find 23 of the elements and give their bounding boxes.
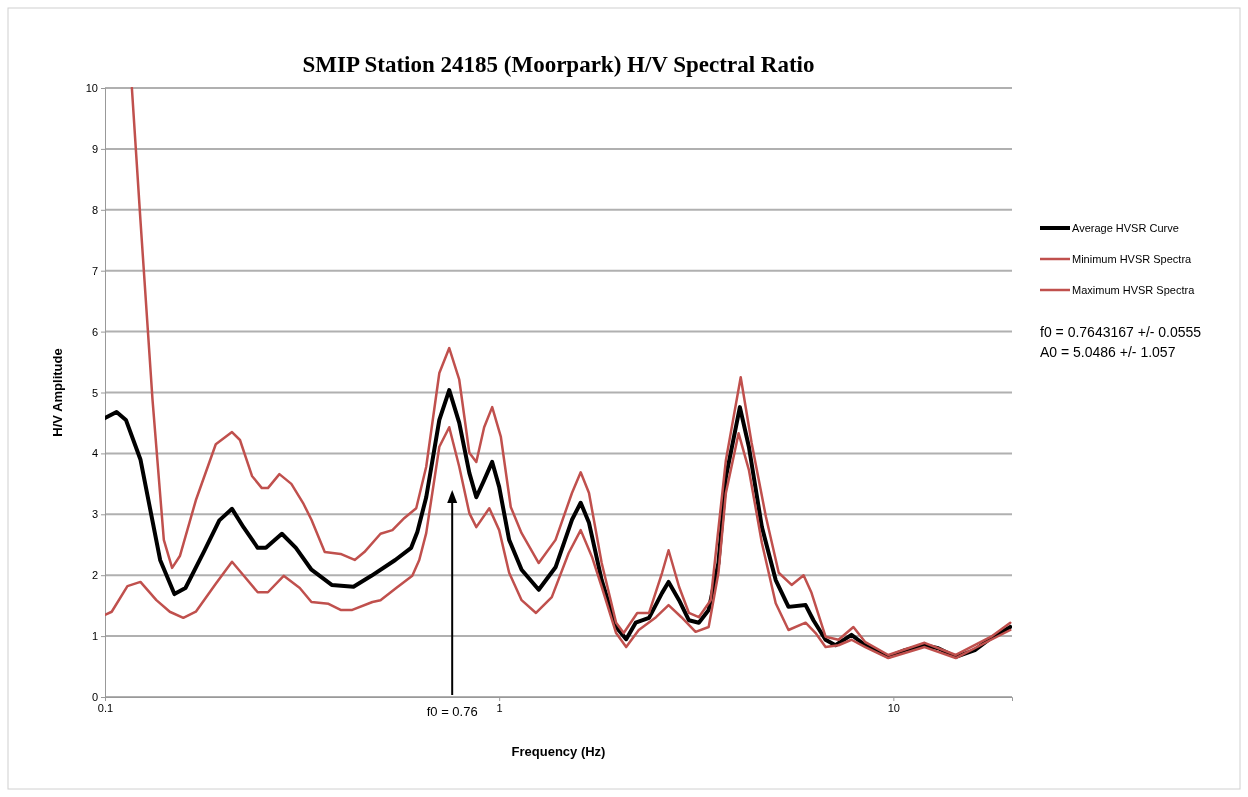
y-tick-label: 10 <box>85 82 98 95</box>
y-tick-label: 8 <box>91 203 98 216</box>
y-axis-title: H/V Amplitude <box>50 348 65 437</box>
y-tick-label: 0 <box>91 691 98 704</box>
legend-label: Minimum HVSR Spectra <box>1072 253 1193 265</box>
y-tick-label: 4 <box>91 447 98 460</box>
legend-label: Maximum HVSR Spectra <box>1072 284 1196 296</box>
y-tick-label: 6 <box>91 325 98 338</box>
y-tick-label: 1 <box>91 630 98 643</box>
x-tick-label: 10 <box>887 701 900 714</box>
y-tick-label: 5 <box>91 386 98 399</box>
x-tick-label: 0.1 <box>97 701 114 714</box>
y-tick-label: 9 <box>91 142 98 155</box>
y-tick-label: 7 <box>91 264 98 277</box>
y-tick-label: 2 <box>91 569 98 582</box>
y-tick-label: 3 <box>91 508 98 521</box>
legend-label: Average HVSR Curve <box>1072 222 1179 234</box>
x-tick-label: 1 <box>496 701 503 714</box>
chart-title: SMIP Station 24185 (Moorpark) H/V Spectral Ratio <box>302 52 815 77</box>
text: f0 = 0.7643167 +/- 0.0555 <box>1040 324 1202 340</box>
x-axis-title: Frequency (Hz) <box>511 744 606 759</box>
ref-line-label: f0 = 0.76 <box>426 704 478 719</box>
text: A0 = 5.0486 +/- 1.057 <box>1040 344 1176 360</box>
